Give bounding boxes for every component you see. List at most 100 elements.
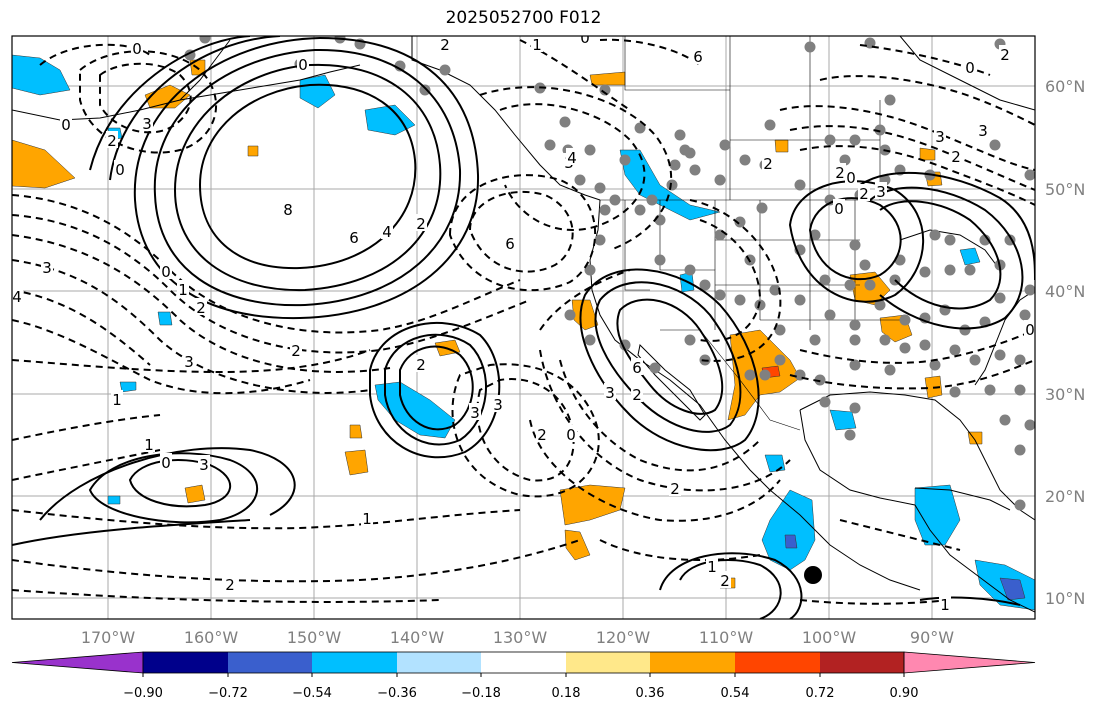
contour-label: 2	[291, 342, 301, 360]
shade-negative	[829, 409, 857, 431]
contour-label-bg	[160, 262, 172, 279]
contour-label-bg	[348, 228, 360, 245]
shade-negative	[157, 311, 173, 326]
observation-dot	[734, 216, 746, 228]
contour-label: 4	[567, 149, 577, 167]
contour-label-bg	[504, 234, 516, 251]
contour-label-bg	[469, 403, 481, 420]
colorbar-segment	[143, 652, 228, 673]
colorbar-tick-label: 0.72	[806, 686, 835, 701]
colorbar-segment	[566, 652, 650, 673]
observation-dot	[794, 179, 806, 191]
contour-label: 2	[859, 185, 869, 203]
contour-label-bg	[833, 199, 845, 216]
contour-label: 0	[61, 116, 71, 134]
contour-label-bg	[131, 39, 143, 56]
shade-negative	[959, 247, 981, 266]
observation-dot	[759, 369, 771, 381]
observation-dot	[584, 144, 596, 156]
observation-dot	[999, 414, 1011, 426]
colorbar-tick-label: 0.90	[890, 686, 919, 701]
longitude-label: 120°W	[596, 628, 651, 647]
contour-label-bg	[415, 355, 427, 372]
observation-dot	[544, 139, 556, 151]
observation-dot	[674, 129, 686, 141]
observation-dot	[884, 364, 896, 376]
shade-positive	[344, 449, 369, 476]
contour-label: 3	[935, 128, 945, 146]
contour-label-bg	[566, 148, 578, 165]
observation-dot	[819, 396, 831, 408]
contour-label: 3	[42, 259, 52, 277]
map-title: 2025052700 F012	[445, 8, 602, 28]
observation-dot	[564, 309, 576, 321]
contour-label-bg	[297, 55, 309, 72]
observation-dot	[919, 339, 931, 351]
observation-dot	[959, 324, 971, 336]
contour-label-bg	[160, 453, 172, 470]
contour-label: 3	[493, 396, 503, 414]
observation-dot	[984, 384, 996, 396]
contour-labels: 0302002638642012343212332063221643320302…	[12, 36, 1035, 614]
observation-dot	[666, 179, 678, 191]
contour-label-bg	[111, 390, 123, 407]
observation-dot	[394, 60, 406, 72]
aleutians	[179, 64, 361, 101]
contour-label: 0	[566, 426, 576, 444]
observation-dot	[849, 402, 861, 414]
observation-dot	[864, 279, 876, 291]
observation-dot	[594, 234, 606, 246]
contour-label: 0	[834, 200, 844, 218]
observation-dot	[994, 292, 1006, 304]
contour-label: 2	[951, 148, 961, 166]
contour-label: 1	[112, 391, 122, 409]
contour-label-bg	[719, 571, 731, 588]
colorbar-tick-label: −0.54	[292, 686, 332, 701]
contour-label-bg	[290, 341, 302, 358]
contour-label-bg	[224, 575, 236, 592]
contour-label-bg	[12, 287, 23, 304]
contour-label: 1	[940, 596, 950, 614]
colorbar-segment	[11, 651, 144, 674]
longitude-label: 170°W	[81, 628, 136, 647]
contour-label-bg	[858, 184, 870, 201]
observation-dot	[714, 289, 726, 301]
observation-dot	[839, 154, 851, 166]
observation-dot	[684, 264, 696, 276]
colorbar-segment	[820, 652, 904, 673]
contour-label: 2	[440, 36, 450, 54]
contour-label-bg	[177, 280, 189, 297]
observation-dot	[844, 429, 856, 441]
observation-dot	[1014, 444, 1026, 456]
contour-label: 3	[876, 183, 886, 201]
map-frame	[11, 35, 1036, 620]
observation-dot	[849, 239, 861, 251]
longitude-label: 130°W	[493, 628, 548, 647]
shade-negative	[299, 74, 336, 109]
observation-dot	[1019, 309, 1031, 321]
colorbar-tick-label: 0.36	[636, 686, 665, 701]
contour-label-bg	[939, 595, 951, 612]
contour-label: 6	[693, 48, 703, 66]
colorbar-tick-label: −0.18	[461, 686, 501, 701]
contour-label: 0	[1025, 321, 1035, 339]
shade-negative	[914, 484, 961, 546]
contour-label-bg	[282, 200, 294, 217]
contour-label: 1	[707, 558, 717, 576]
contour-label: 0	[846, 169, 856, 187]
observation-dot	[874, 124, 886, 136]
coastline-gulf-of-mexico	[799, 391, 1035, 521]
observation-dot	[884, 94, 896, 106]
observation-dot	[1014, 499, 1026, 511]
contour-label: 2	[416, 356, 426, 374]
observation-dot	[899, 314, 911, 326]
observation-dot	[774, 354, 786, 366]
contour-label: 0	[161, 454, 171, 472]
coastline-great-lakes	[899, 229, 1001, 271]
contour-label-bg	[492, 395, 504, 412]
observation-dot	[594, 182, 606, 194]
colorbar-segment	[735, 652, 820, 673]
longitude-label: 150°W	[287, 628, 342, 647]
contour-label-bg	[950, 147, 962, 164]
